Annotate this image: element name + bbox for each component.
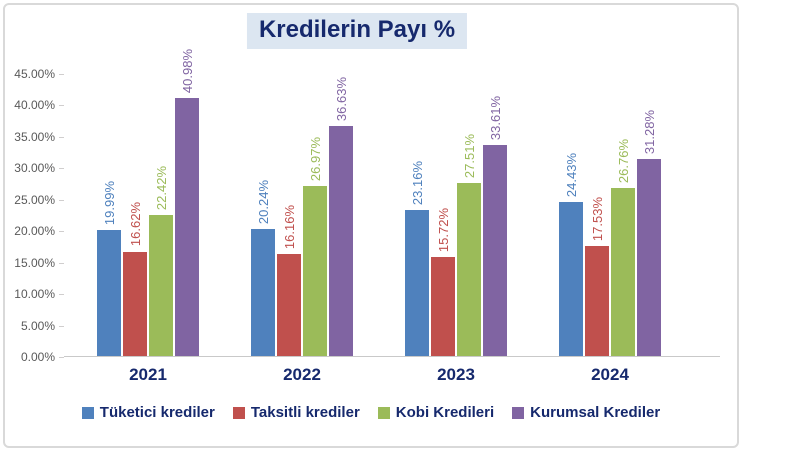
bar-column: 27.51% bbox=[457, 134, 481, 356]
bar-value-label: 16.62% bbox=[127, 202, 143, 247]
bar-tüketici-krediler bbox=[559, 202, 583, 356]
legend-item-taksitli-krediler: Taksitli krediler bbox=[232, 404, 360, 421]
legend-swatch-icon bbox=[232, 406, 245, 419]
y-tick-label: 0.00% bbox=[20, 350, 55, 364]
bar-taksitli-krediler bbox=[277, 254, 301, 356]
bar-column: 40.98% bbox=[175, 49, 199, 356]
bar-value-label: 16.16% bbox=[281, 205, 297, 250]
chart-frame: Kredilerin Payı % 45.00% 40.00% 35.00% 30.0… bbox=[3, 3, 739, 448]
bar-column: 26.76% bbox=[611, 139, 635, 356]
y-tick-mark bbox=[59, 136, 64, 138]
bar-group-2024: 24.43% 17.53% 26.76% 31.28% bbox=[559, 73, 661, 356]
y-tick-label: 30.00% bbox=[14, 161, 55, 176]
bar-value-label: 33.61% bbox=[487, 95, 503, 140]
bar-taksitli-krediler bbox=[431, 257, 455, 356]
legend-swatch-icon bbox=[81, 406, 94, 419]
y-tick-mark bbox=[59, 105, 64, 107]
y-tick-label: 45.00% bbox=[14, 67, 55, 81]
bar-column: 26.97% bbox=[303, 137, 327, 356]
y-tick-mark bbox=[59, 231, 64, 233]
bar-column: 31.28% bbox=[637, 110, 661, 356]
bar-kurumsal-krediler bbox=[637, 159, 661, 356]
bar-value-label: 17.53% bbox=[589, 196, 605, 241]
bar-value-label: 20.24% bbox=[255, 179, 271, 224]
y-tick-label: 20.00% bbox=[14, 224, 55, 239]
bar-value-label: 23.16% bbox=[409, 161, 425, 206]
bar-kurumsal-krediler bbox=[483, 144, 507, 356]
bar-group-2023: 23.16% 15.72% 27.51% 33.61% bbox=[405, 73, 507, 356]
bar-column: 17.53% bbox=[585, 197, 609, 356]
y-tick-label: 5.00% bbox=[20, 318, 55, 333]
bar-taksitli-krediler bbox=[585, 245, 609, 356]
x-axis-label-2021: 2021 bbox=[129, 365, 167, 384]
legend-item-kobi-kredileri: Kobi Kredileri bbox=[377, 404, 495, 421]
y-tick-label: 10.00% bbox=[14, 287, 55, 302]
bar-column: 22.42% bbox=[149, 166, 173, 356]
bar-value-label: 22.42% bbox=[153, 165, 169, 210]
bar-column: 19.99% bbox=[97, 181, 121, 356]
bar-kobi-kredileri bbox=[611, 187, 635, 356]
x-axis-label-2022: 2022 bbox=[283, 365, 321, 384]
y-tick-mark bbox=[59, 262, 64, 264]
bar-kobi-kredileri bbox=[457, 183, 481, 356]
bar-value-label: 27.51% bbox=[461, 133, 477, 178]
bar-kobi-kredileri bbox=[303, 186, 327, 356]
bar-value-label: 26.97% bbox=[307, 137, 323, 182]
bar-group-2021: 19.99% 16.62% 22.42% 40.98% bbox=[97, 49, 199, 356]
bar-group-2022: 20.24% 16.16% 26.97% 36.63% bbox=[251, 73, 353, 356]
bar-value-label: 36.63% bbox=[333, 76, 349, 121]
bar-column: 16.62% bbox=[123, 202, 147, 356]
y-tick-mark bbox=[59, 199, 64, 201]
bar-column: 24.43% bbox=[559, 153, 583, 356]
bar-column: 23.16% bbox=[405, 161, 429, 356]
x-axis-label-2023: 2023 bbox=[437, 365, 475, 384]
bar-tüketici-krediler bbox=[97, 230, 121, 356]
legend-label: Kobi Kredileri bbox=[395, 404, 495, 421]
legend-item-tüketici-krediler: Tüketici krediler bbox=[81, 404, 215, 421]
y-tick-label: 25.00% bbox=[14, 192, 55, 207]
bar-value-label: 40.98% bbox=[179, 49, 195, 94]
bar-taksitli-krediler bbox=[123, 251, 147, 356]
y-tick-mark bbox=[59, 294, 64, 296]
bar-column: 20.24% bbox=[251, 180, 275, 356]
bar-value-label: 26.76% bbox=[615, 138, 631, 183]
chart-title: Kredilerin Payı % bbox=[246, 13, 468, 49]
bar-kobi-kredileri bbox=[149, 215, 173, 356]
legend-label: Kurumsal Krediler bbox=[530, 404, 661, 421]
bar-tüketici-krediler bbox=[251, 228, 275, 356]
bar-value-label: 19.99% bbox=[101, 181, 117, 226]
y-tick-mark bbox=[59, 325, 64, 327]
bar-tüketici-krediler bbox=[405, 210, 429, 356]
plot-area: 19.99% 16.62% 22.42% 40.98% 20.24% 16.16% 26.9… bbox=[64, 49, 720, 357]
bar-column: 15.72% bbox=[431, 208, 455, 356]
bar-column: 33.61% bbox=[483, 96, 507, 356]
legend-swatch-icon bbox=[512, 406, 525, 419]
legend-swatch-icon bbox=[377, 406, 390, 419]
y-tick-mark bbox=[59, 357, 64, 358]
y-tick-label: 40.00% bbox=[14, 98, 55, 113]
legend-label: Taksitli krediler bbox=[250, 404, 360, 421]
legend-label: Tüketici krediler bbox=[99, 404, 215, 421]
y-tick-mark bbox=[59, 168, 64, 170]
bar-kurumsal-krediler bbox=[329, 125, 353, 356]
y-tick-label: 15.00% bbox=[14, 255, 55, 270]
bar-value-label: 15.72% bbox=[435, 208, 451, 253]
bar-value-label: 31.28% bbox=[641, 110, 657, 155]
legend-item-kurumsal-krediler: Kurumsal Krediler bbox=[512, 404, 660, 421]
bar-kurumsal-krediler bbox=[175, 98, 199, 356]
bar-value-label: 24.43% bbox=[563, 153, 579, 198]
y-tick-label: 35.00% bbox=[14, 129, 55, 144]
y-tick-mark bbox=[59, 74, 64, 75]
legend: Tüketici krediler Taksitli krediler Kobi K… bbox=[5, 404, 737, 421]
bar-column: 16.16% bbox=[277, 205, 301, 356]
bar-column: 36.63% bbox=[329, 77, 353, 356]
x-axis-label-2024: 2024 bbox=[591, 365, 629, 384]
